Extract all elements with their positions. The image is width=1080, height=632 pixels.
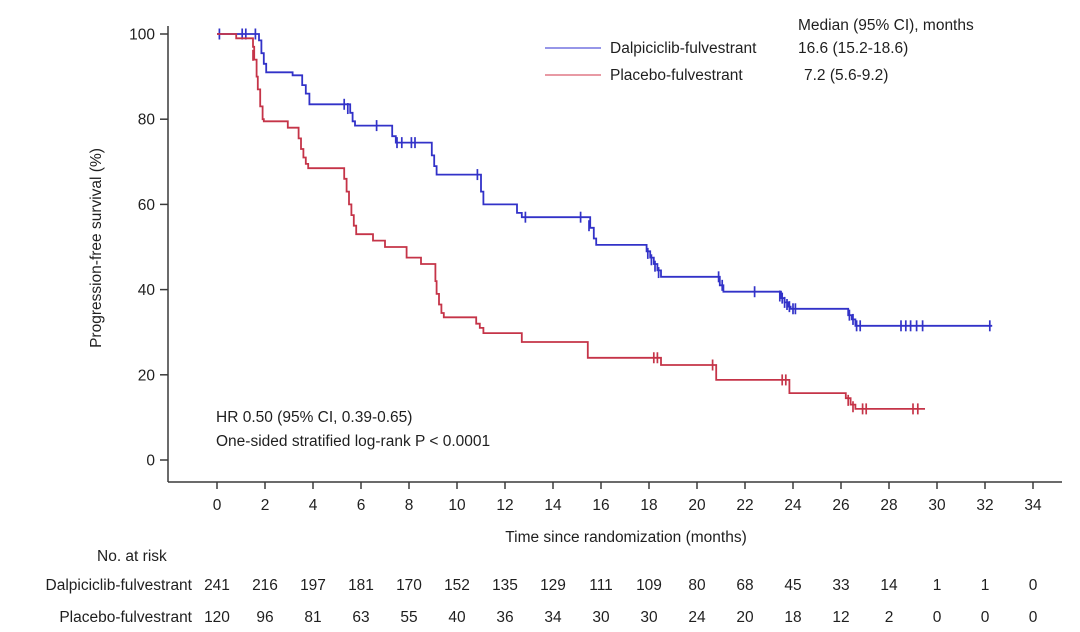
y-tick-label: 100 (129, 27, 155, 44)
risk-count-dalpiciclib: 45 (784, 577, 801, 594)
x-tick-label: 0 (213, 497, 222, 514)
x-tick-label: 20 (688, 497, 706, 514)
x-tick-label: 30 (928, 497, 946, 514)
y-tick-label: 80 (138, 112, 156, 129)
risk-count-placebo: 18 (784, 609, 801, 626)
risk-row-label-dalpiciclib: Dalpiciclib-fulvestrant (46, 577, 193, 594)
risk-count-placebo: 63 (352, 609, 369, 626)
risk-count-placebo: 30 (592, 609, 610, 626)
risk-row-label-placebo: Placebo-fulvestrant (59, 609, 192, 626)
km-curve-placebo (217, 33, 925, 410)
risk-count-dalpiciclib: 216 (252, 577, 278, 594)
risk-count-placebo: 0 (933, 609, 942, 626)
y-tick-label: 40 (138, 282, 156, 299)
x-tick-label: 24 (784, 497, 802, 514)
risk-count-dalpiciclib: 241 (204, 577, 230, 594)
risk-count-placebo: 34 (544, 609, 562, 626)
risk-count-dalpiciclib: 109 (636, 577, 662, 594)
legend-label-placebo: Placebo-fulvestrant (610, 67, 743, 84)
risk-count-placebo: 2 (885, 609, 894, 626)
x-tick-label: 6 (357, 497, 366, 514)
x-tick-label: 12 (496, 497, 513, 514)
risk-count-placebo: 40 (448, 609, 466, 626)
y-tick-label: 20 (138, 367, 156, 384)
risk-count-placebo: 120 (204, 609, 230, 626)
risk-count-dalpiciclib: 111 (589, 577, 613, 594)
risk-count-placebo: 20 (736, 609, 754, 626)
y-tick-label: 0 (146, 453, 155, 470)
risk-count-dalpiciclib: 68 (736, 577, 753, 594)
risk-count-dalpiciclib: 80 (688, 577, 706, 594)
x-tick-label: 4 (309, 497, 318, 514)
x-tick-label: 28 (880, 497, 897, 514)
x-tick-label: 2 (261, 497, 270, 514)
risk-count-dalpiciclib: 181 (348, 577, 374, 594)
x-tick-label: 32 (976, 497, 993, 514)
risk-count-placebo: 96 (256, 609, 273, 626)
legend-median-dalpiciclib: 16.6 (15.2-18.6) (798, 40, 908, 57)
y-tick-label: 60 (138, 197, 156, 214)
hr-annotation: HR 0.50 (95% CI, 0.39-0.65) (216, 409, 412, 426)
risk-count-dalpiciclib: 152 (444, 577, 470, 594)
x-tick-label: 16 (592, 497, 609, 514)
risk-count-dalpiciclib: 170 (396, 577, 422, 594)
risk-count-dalpiciclib: 129 (540, 577, 566, 594)
x-tick-label: 26 (832, 497, 849, 514)
risk-count-placebo: 0 (1029, 609, 1038, 626)
risk-count-placebo: 12 (832, 609, 849, 626)
risk-count-dalpiciclib: 197 (300, 577, 326, 594)
legend-label-dalpiciclib: Dalpiciclib-fulvestrant (610, 40, 757, 57)
risk-count-placebo: 0 (981, 609, 990, 626)
risk-count-placebo: 24 (688, 609, 706, 626)
y-axis-title: Progression-free survival (%) (88, 148, 105, 348)
legend-median-placebo: 7.2 (5.6-9.2) (804, 67, 888, 84)
risk-count-dalpiciclib: 1 (933, 577, 942, 594)
risk-count-dalpiciclib: 0 (1029, 577, 1038, 594)
x-tick-label: 14 (544, 497, 562, 514)
x-axis-title: Time since randomization (months) (505, 529, 746, 546)
x-tick-label: 34 (1024, 497, 1042, 514)
x-tick-label: 18 (640, 497, 657, 514)
risk-count-placebo: 30 (640, 609, 658, 626)
risk-count-dalpiciclib: 135 (492, 577, 518, 594)
risk-count-dalpiciclib: 33 (832, 577, 849, 594)
risk-count-placebo: 81 (304, 609, 321, 626)
x-tick-label: 8 (405, 497, 414, 514)
risk-count-dalpiciclib: 14 (880, 577, 898, 594)
x-tick-label: 10 (448, 497, 466, 514)
risk-count-dalpiciclib: 1 (981, 577, 990, 594)
x-tick-label: 22 (736, 497, 753, 514)
risk-count-placebo: 55 (400, 609, 417, 626)
risk-table-header: No. at risk (97, 548, 167, 565)
legend-median-header: Median (95% CI), months (798, 17, 974, 34)
risk-count-placebo: 36 (496, 609, 513, 626)
pvalue-annotation: One-sided stratified log-rank P < 0.0001 (216, 433, 490, 450)
